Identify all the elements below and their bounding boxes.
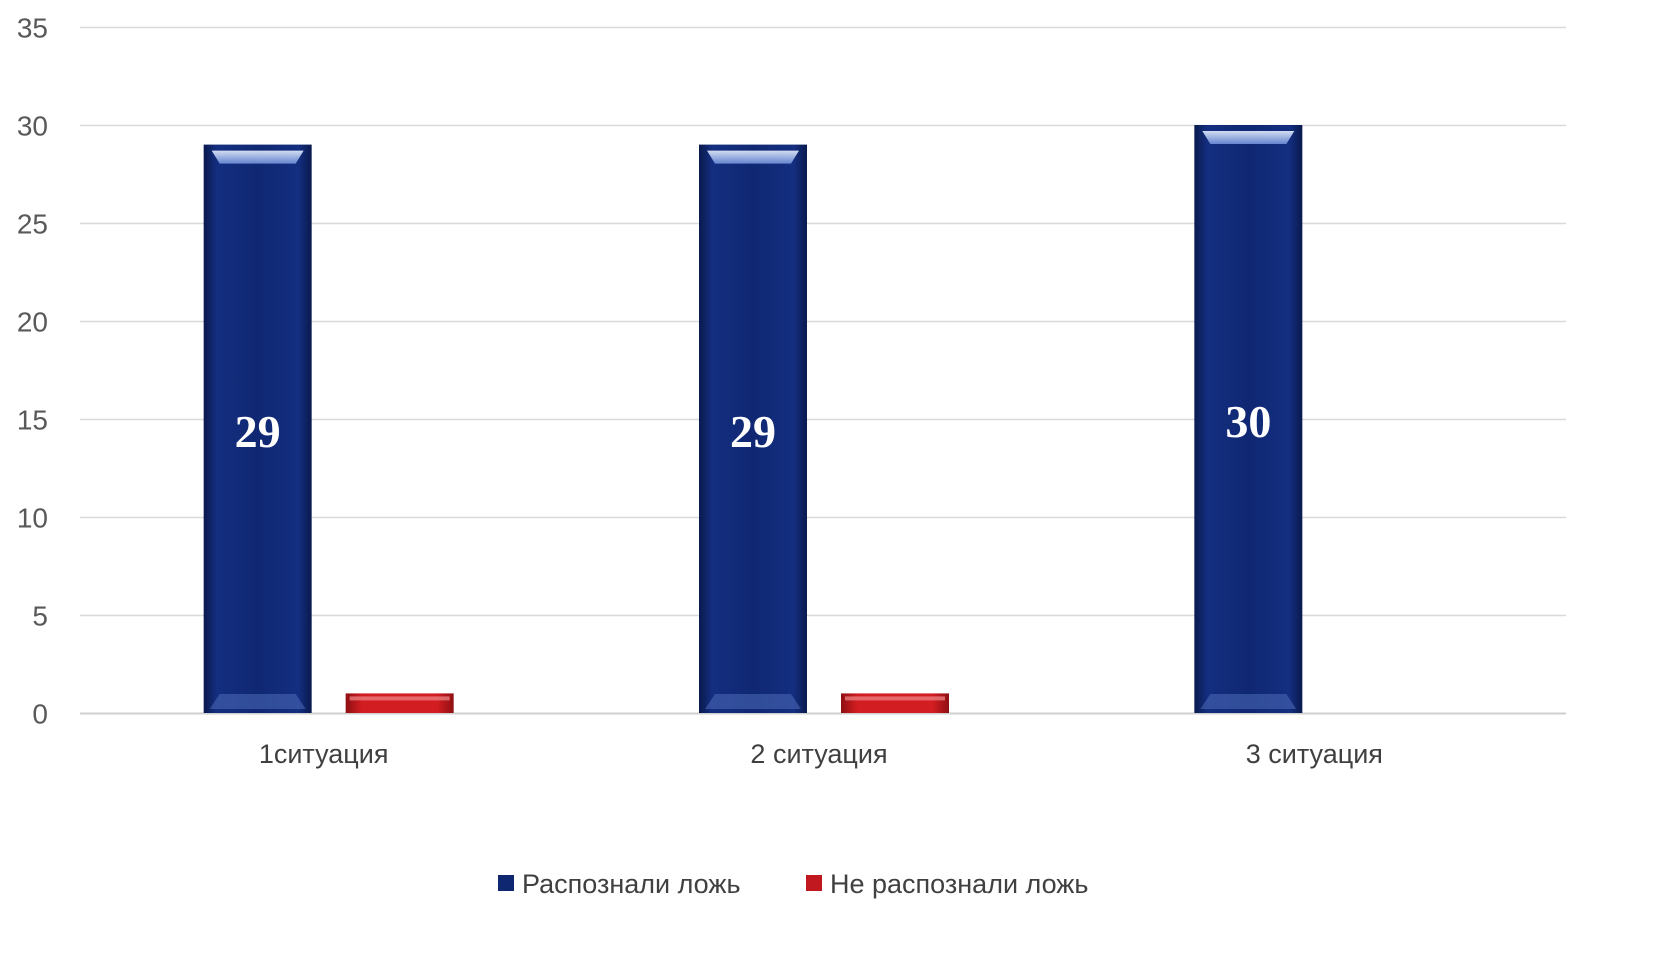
y-tick-label: 35: [17, 13, 48, 44]
bar-body: [345, 693, 454, 713]
y-tick-label: 20: [17, 307, 48, 338]
y-axis-tick-labels: 0 5 10 15 20 25 30 35: [17, 13, 48, 730]
bar-highlight: [349, 696, 450, 701]
y-tick-label: 0: [32, 699, 48, 730]
bar-body: [203, 144, 312, 714]
bar-body: [1194, 125, 1303, 713]
legend-label: Не распознали ложь: [830, 869, 1088, 899]
x-category-label: 3 ситуация: [1246, 739, 1383, 769]
legend-swatch-red: [806, 875, 822, 891]
legend-item: Распознали ложь: [498, 869, 741, 899]
bar-highlight: [707, 150, 799, 164]
y-tick-label: 10: [17, 503, 48, 534]
bar-body: [841, 693, 949, 713]
bar-recognized: [699, 144, 807, 714]
x-category-label: 2 ситуация: [750, 739, 887, 769]
bar-body: [699, 144, 807, 714]
bar-base-shade: [1200, 694, 1297, 709]
y-tick-label: 25: [17, 209, 48, 240]
gridlines: [80, 26, 1566, 715]
legend-swatch-blue: [498, 875, 514, 891]
bar-base-shade: [705, 694, 801, 709]
legend-label: Распознали ложь: [522, 869, 741, 899]
data-label: 29: [235, 406, 281, 457]
bar-base-shade: [209, 694, 306, 709]
bar-recognized: [1194, 125, 1303, 713]
y-tick-label: 5: [32, 601, 48, 632]
bar-not-recognized: [345, 693, 454, 713]
bar-highlight: [1202, 131, 1295, 144]
data-label: 30: [1225, 396, 1271, 447]
y-tick-label: 30: [17, 111, 48, 142]
legend-item: Не распознали ложь: [806, 869, 1088, 899]
bar-not-recognized: [841, 693, 949, 713]
bars: [203, 125, 1303, 714]
data-label: 29: [730, 406, 776, 457]
legend: Распознали ложь Не распознали ложь: [498, 869, 1088, 899]
bar-highlight: [845, 696, 945, 701]
bar-highlight: [211, 150, 304, 164]
bar-recognized: [203, 144, 312, 714]
x-category-label: 1ситуация: [259, 739, 389, 769]
x-axis-category-labels: 1ситуация 2 ситуация 3 ситуация: [259, 739, 1383, 769]
data-labels: 29 29 30: [235, 396, 1272, 457]
y-tick-label: 15: [17, 405, 48, 436]
